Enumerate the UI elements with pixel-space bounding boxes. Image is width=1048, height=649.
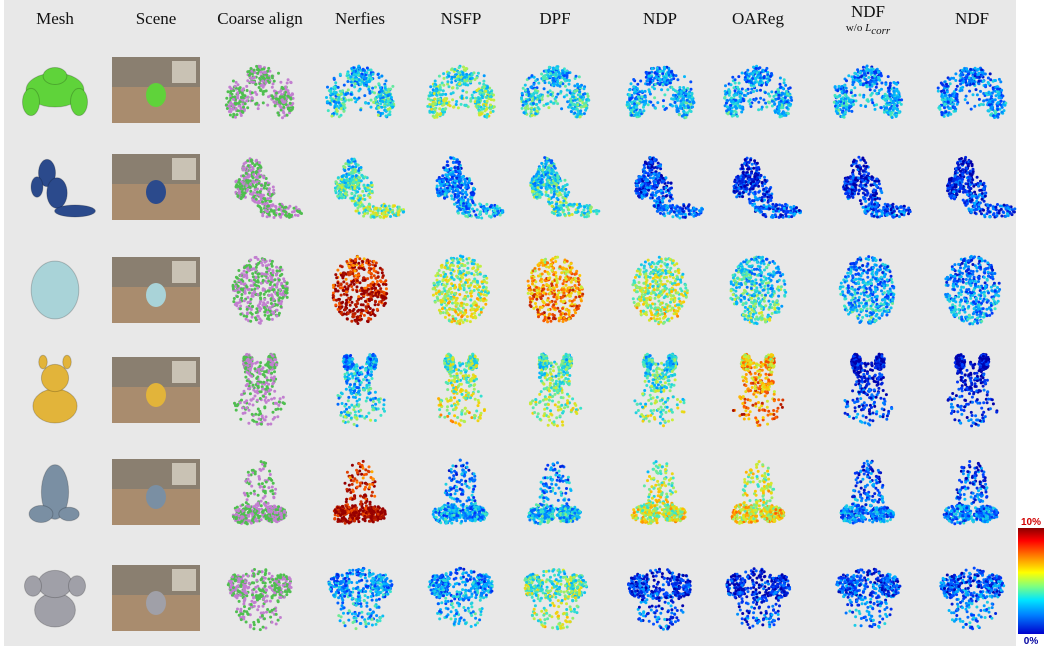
error-cloud bbox=[926, 554, 1018, 642]
error-cloud bbox=[509, 554, 601, 642]
error-cloud bbox=[926, 246, 1018, 334]
error-cloud bbox=[509, 246, 601, 334]
error-cloud bbox=[415, 554, 507, 642]
error-cloud bbox=[926, 346, 1018, 434]
error-cloud bbox=[314, 448, 406, 536]
column-header-label: OAReg bbox=[732, 9, 784, 28]
error-cloud bbox=[614, 143, 706, 231]
column-header: NDF w/o Lcorr bbox=[813, 0, 923, 44]
scene-photo bbox=[112, 57, 200, 123]
error-cloud bbox=[415, 246, 507, 334]
column-header-label: NSFP bbox=[440, 9, 482, 28]
error-cloud bbox=[712, 554, 804, 642]
error-cloud bbox=[926, 143, 1018, 231]
column-header-label: Scene bbox=[135, 9, 177, 28]
column-header-label: Nerfies bbox=[334, 9, 386, 28]
column-header-label: NDF bbox=[954, 9, 989, 28]
error-cloud bbox=[822, 448, 914, 536]
mesh-render bbox=[9, 246, 101, 334]
error-cloud bbox=[712, 346, 804, 434]
column-header: OAReg bbox=[703, 0, 813, 44]
error-cloud bbox=[415, 143, 507, 231]
error-cloud bbox=[822, 143, 914, 231]
error-cloud bbox=[314, 246, 406, 334]
column-header: NSFP bbox=[406, 0, 516, 44]
column-header-label: DPF bbox=[539, 9, 571, 28]
coarse-align-cloud bbox=[214, 346, 306, 434]
column-header: NDF bbox=[917, 0, 1027, 44]
scene-photo bbox=[112, 565, 200, 631]
error-cloud bbox=[614, 246, 706, 334]
scene-photo bbox=[112, 357, 200, 423]
error-cloud bbox=[614, 346, 706, 434]
colorbar-min-label: 0% bbox=[1023, 636, 1039, 647]
error-cloud bbox=[822, 554, 914, 642]
mesh-render bbox=[9, 46, 101, 134]
column-header: NDP bbox=[605, 0, 715, 44]
mesh-render bbox=[9, 448, 101, 536]
error-cloud bbox=[614, 448, 706, 536]
column-header-label: Coarse align bbox=[217, 9, 303, 28]
coarse-align-cloud bbox=[214, 448, 306, 536]
scene-photo bbox=[112, 459, 200, 525]
error-cloud bbox=[415, 448, 507, 536]
error-cloud bbox=[712, 246, 804, 334]
mesh-render bbox=[9, 143, 101, 231]
error-cloud bbox=[509, 346, 601, 434]
mesh-render bbox=[9, 346, 101, 434]
column-header-label: NDF bbox=[850, 2, 885, 21]
error-cloud bbox=[509, 448, 601, 536]
column-header: Scene bbox=[101, 0, 211, 44]
mesh-render bbox=[9, 554, 101, 642]
column-header: Coarse align bbox=[205, 0, 315, 44]
scene-photo bbox=[112, 257, 200, 323]
error-cloud bbox=[614, 46, 706, 134]
colorbar-max-label: 10% bbox=[1020, 517, 1041, 528]
coarse-align-cloud bbox=[214, 143, 306, 231]
error-cloud bbox=[314, 554, 406, 642]
column-header: Nerfies bbox=[305, 0, 415, 44]
scene-photo bbox=[112, 154, 200, 220]
error-cloud bbox=[314, 143, 406, 231]
error-cloud bbox=[314, 46, 406, 134]
column-header: DPF bbox=[500, 0, 610, 44]
column-header-sublabel: w/o Lcorr bbox=[813, 22, 923, 38]
error-cloud bbox=[314, 346, 406, 434]
error-cloud bbox=[822, 46, 914, 134]
error-cloud bbox=[614, 554, 706, 642]
coarse-align-cloud bbox=[214, 554, 306, 642]
column-header: Mesh bbox=[0, 0, 110, 44]
sublabel-subscript: corr bbox=[871, 25, 891, 38]
error-cloud bbox=[509, 46, 601, 134]
error-cloud bbox=[712, 46, 804, 134]
error-cloud bbox=[822, 246, 914, 334]
column-header-label: NDP bbox=[642, 9, 677, 28]
error-cloud bbox=[712, 143, 804, 231]
coarse-align-cloud bbox=[214, 246, 306, 334]
sublabel-symbol: L bbox=[865, 22, 872, 34]
coarse-align-cloud bbox=[214, 46, 306, 134]
error-cloud bbox=[712, 448, 804, 536]
error-cloud bbox=[926, 448, 1018, 536]
error-cloud bbox=[509, 143, 601, 231]
sublabel-prefix: w/o bbox=[845, 22, 866, 34]
error-colorbar bbox=[1018, 528, 1044, 634]
column-header-label: Mesh bbox=[36, 9, 74, 28]
error-cloud bbox=[415, 346, 507, 434]
error-cloud bbox=[822, 346, 914, 434]
error-cloud bbox=[415, 46, 507, 134]
error-cloud bbox=[926, 46, 1018, 134]
